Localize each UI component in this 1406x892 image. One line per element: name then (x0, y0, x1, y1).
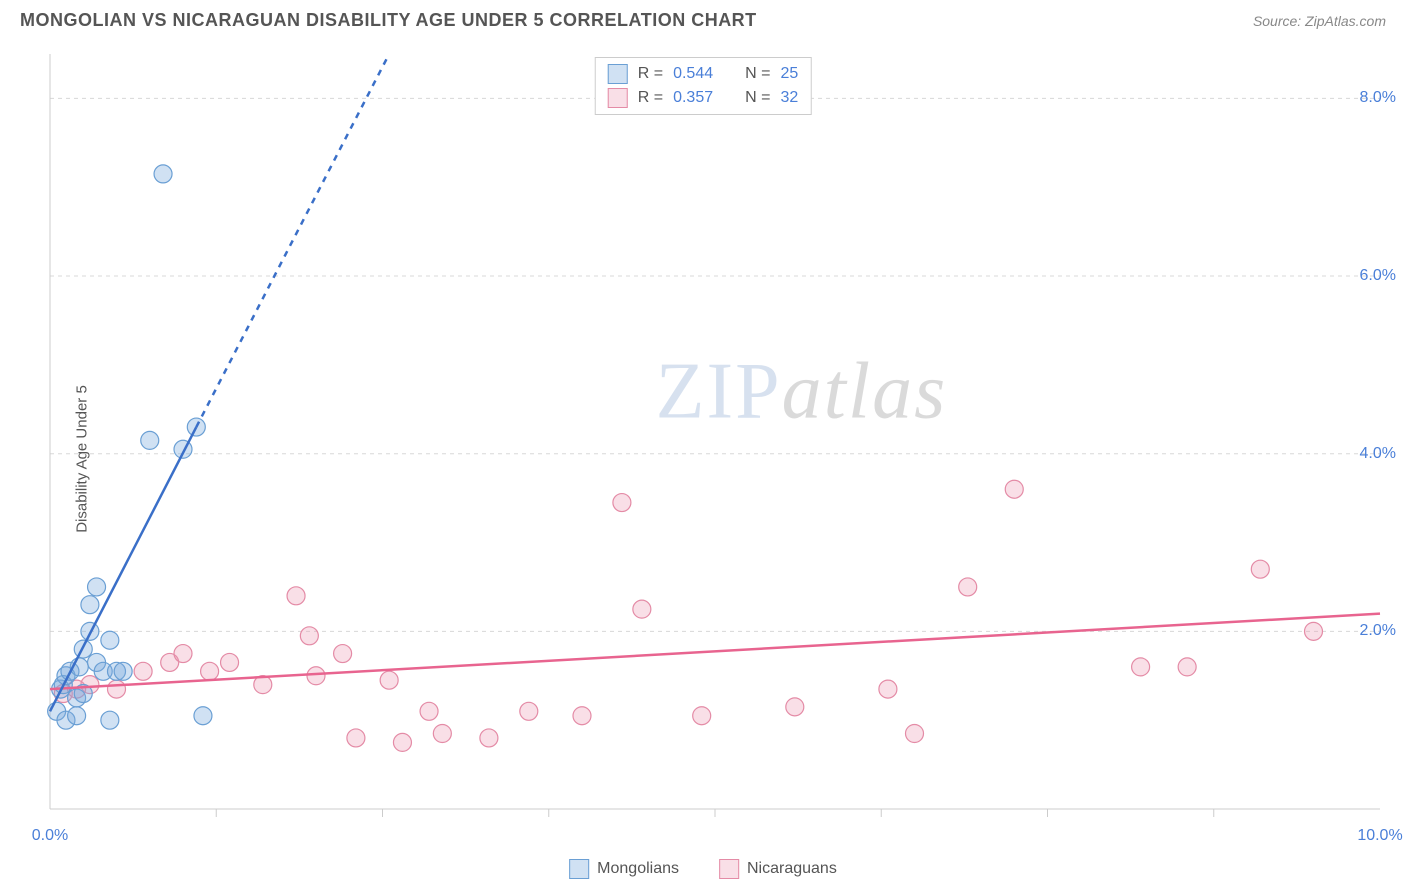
legend-label-series2: Nicaraguans (747, 860, 837, 878)
chart-title: MONGOLIAN VS NICARAGUAN DISABILITY AGE U… (20, 10, 757, 31)
source-label: Source: ZipAtlas.com (1253, 13, 1386, 29)
swatch-series2 (608, 88, 628, 108)
correlation-stats-box: R = 0.544 N = 25 R = 0.357 N = 32 (595, 57, 812, 115)
r-label: R = (638, 65, 663, 83)
r-value-series1: 0.544 (673, 65, 713, 83)
legend-item-series2: Nicaraguans (719, 859, 837, 879)
n-value-series2: 32 (780, 89, 798, 107)
r-label: R = (638, 89, 663, 107)
swatch-series1-icon (569, 859, 589, 879)
chart-area: Disability Age Under 5 ZIPatlas R = 0.54… (0, 39, 1406, 879)
x-tick-label: 10.0% (1357, 827, 1402, 845)
legend: Mongolians Nicaraguans (569, 859, 837, 879)
scatter-chart-svg (0, 39, 1406, 879)
stats-row-series2: R = 0.357 N = 32 (608, 86, 799, 110)
y-tick-label: 2.0% (1360, 622, 1396, 640)
x-tick-label: 0.0% (32, 827, 68, 845)
n-label: N = (745, 65, 770, 83)
n-value-series1: 25 (780, 65, 798, 83)
y-tick-label: 8.0% (1360, 89, 1396, 107)
n-label: N = (745, 89, 770, 107)
swatch-series2-icon (719, 859, 739, 879)
r-value-series2: 0.357 (673, 89, 713, 107)
legend-label-series1: Mongolians (597, 860, 679, 878)
y-tick-label: 4.0% (1360, 445, 1396, 463)
stats-row-series1: R = 0.544 N = 25 (608, 62, 799, 86)
y-tick-label: 6.0% (1360, 267, 1396, 285)
legend-item-series1: Mongolians (569, 859, 679, 879)
swatch-series1 (608, 64, 628, 84)
